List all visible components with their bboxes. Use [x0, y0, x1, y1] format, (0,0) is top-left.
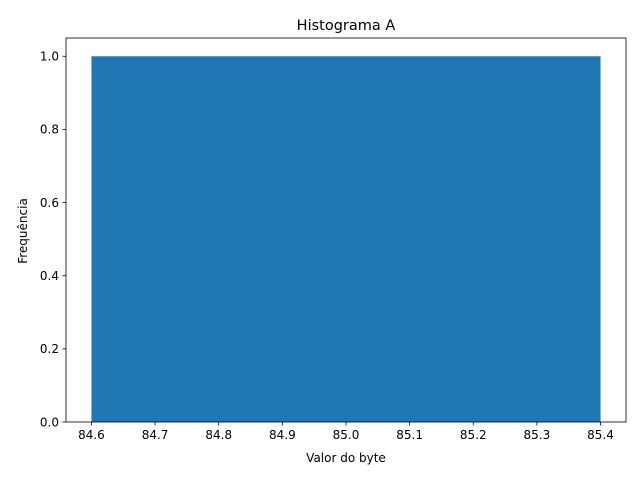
- y-tick-label: 0.8: [40, 123, 59, 137]
- y-tick-label: 0.4: [40, 269, 59, 283]
- x-tick-label: 85.3: [524, 428, 551, 442]
- x-tick-label: 84.8: [205, 428, 232, 442]
- x-tick-label: 84.9: [269, 428, 296, 442]
- y-tick-label: 0.0: [40, 415, 59, 429]
- y-tick-label: 0.6: [40, 196, 59, 210]
- x-tick-label: 85.1: [396, 428, 423, 442]
- x-tick-label: 84.7: [142, 428, 169, 442]
- x-tick-label: 85.0: [333, 428, 360, 442]
- x-tick-label: 85.4: [587, 428, 614, 442]
- x-tick-label: 85.2: [460, 428, 487, 442]
- plot-area: 84.6 84.7 84.8 84.9 85.0 85.1 85.2 85.3 85.4 0.0 0…: [40, 37, 627, 442]
- chart-title: Histograma A: [297, 18, 396, 34]
- x-tick-label: 84.6: [78, 428, 105, 442]
- y-axis-label: Frequência: [16, 198, 30, 264]
- histogram-bar-0: [91, 56, 601, 423]
- x-axis-label: Valor do byte: [306, 451, 386, 465]
- y-tick-label: 1.0: [40, 50, 59, 64]
- y-tick-label: 0.2: [40, 342, 59, 356]
